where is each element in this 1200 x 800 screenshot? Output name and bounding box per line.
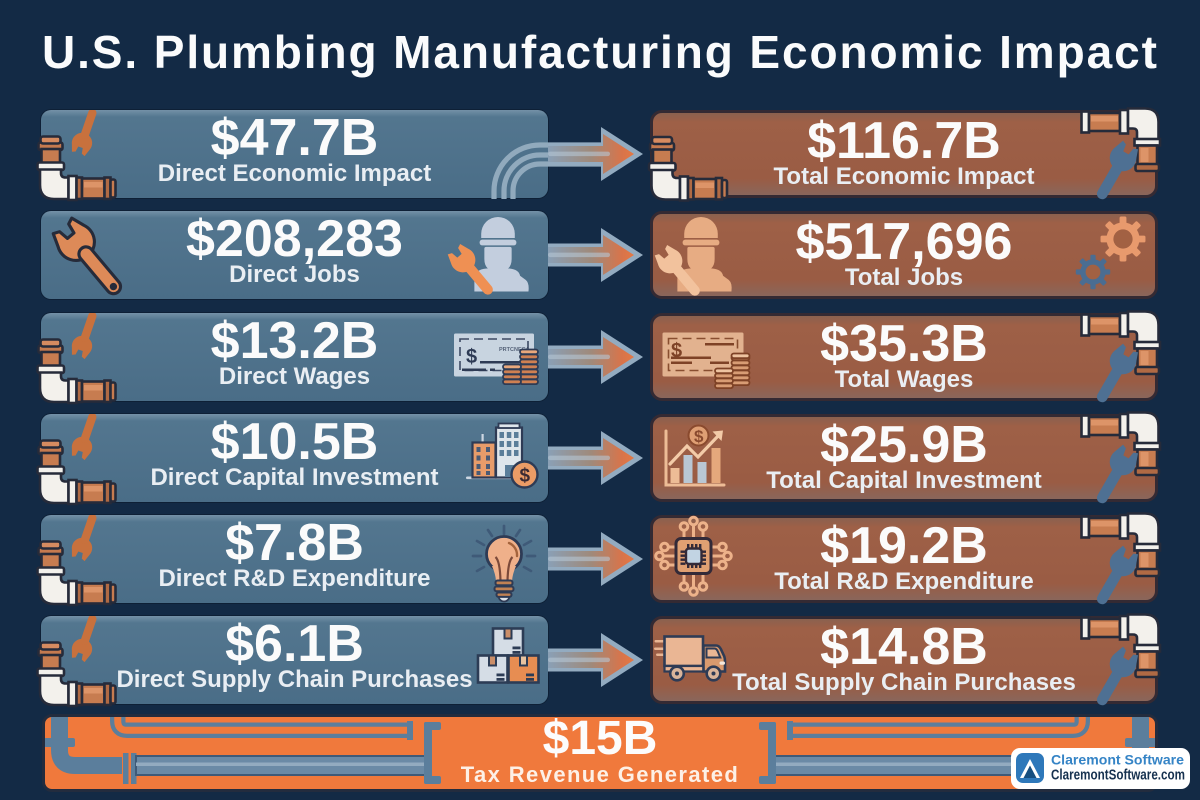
svg-text:$: $ bbox=[520, 466, 531, 487]
svg-text:PRTCNEC4: PRTCNEC4 bbox=[499, 347, 530, 353]
svg-text:$: $ bbox=[694, 427, 704, 446]
svg-text:Claremont Software: Claremont Software bbox=[1051, 753, 1185, 768]
svg-text:$: $ bbox=[466, 346, 477, 368]
svg-text:ClaremontSoftware.com: ClaremontSoftware.com bbox=[1051, 768, 1185, 784]
svg-text:$: $ bbox=[671, 340, 682, 362]
